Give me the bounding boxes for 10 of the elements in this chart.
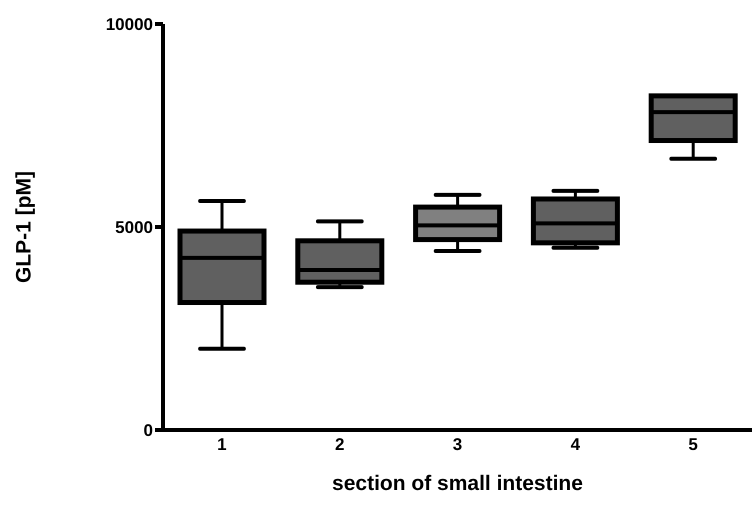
x-axis-title: section of small intestine [332, 472, 583, 495]
x-tick-label: 4 [570, 435, 581, 454]
x-tick-label: 1 [217, 435, 227, 454]
y-axis-title: GLP-1 [pM] [12, 171, 36, 283]
x-tick-label: 3 [452, 435, 462, 454]
x-tick-label: 5 [688, 435, 698, 454]
y-tick-label: 10000 [106, 15, 153, 34]
y-tick-label: 5000 [115, 218, 153, 238]
x-tick-label: 2 [334, 435, 344, 454]
y-tick-label: 0 [144, 421, 153, 440]
